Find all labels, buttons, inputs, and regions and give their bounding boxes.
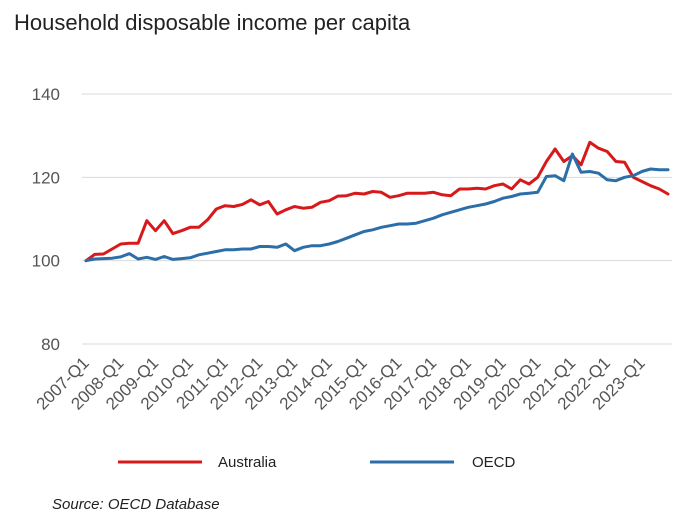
chart-title: Household disposable income per capita <box>14 10 411 35</box>
y-tick-label: 80 <box>41 335 60 354</box>
series-line-australia <box>84 140 670 263</box>
series-lines <box>84 140 670 263</box>
legend: Australia OECD <box>118 454 516 471</box>
source-note: Source: OECD Database <box>52 496 220 513</box>
y-tick-label: 100 <box>32 252 60 271</box>
y-tick-label: 120 <box>32 168 60 187</box>
y-tick-label: 140 <box>32 85 60 104</box>
gridlines <box>82 93 672 345</box>
legend-label-australia: Australia <box>218 454 277 471</box>
legend-label-oecd: OECD <box>472 454 516 471</box>
series-line-oecd <box>84 152 670 263</box>
y-axis-tick-labels: 80 100 120 140 <box>32 85 60 354</box>
x-axis-tick-labels: 2007-Q12008-Q12009-Q12010-Q12011-Q12012-… <box>33 353 649 413</box>
